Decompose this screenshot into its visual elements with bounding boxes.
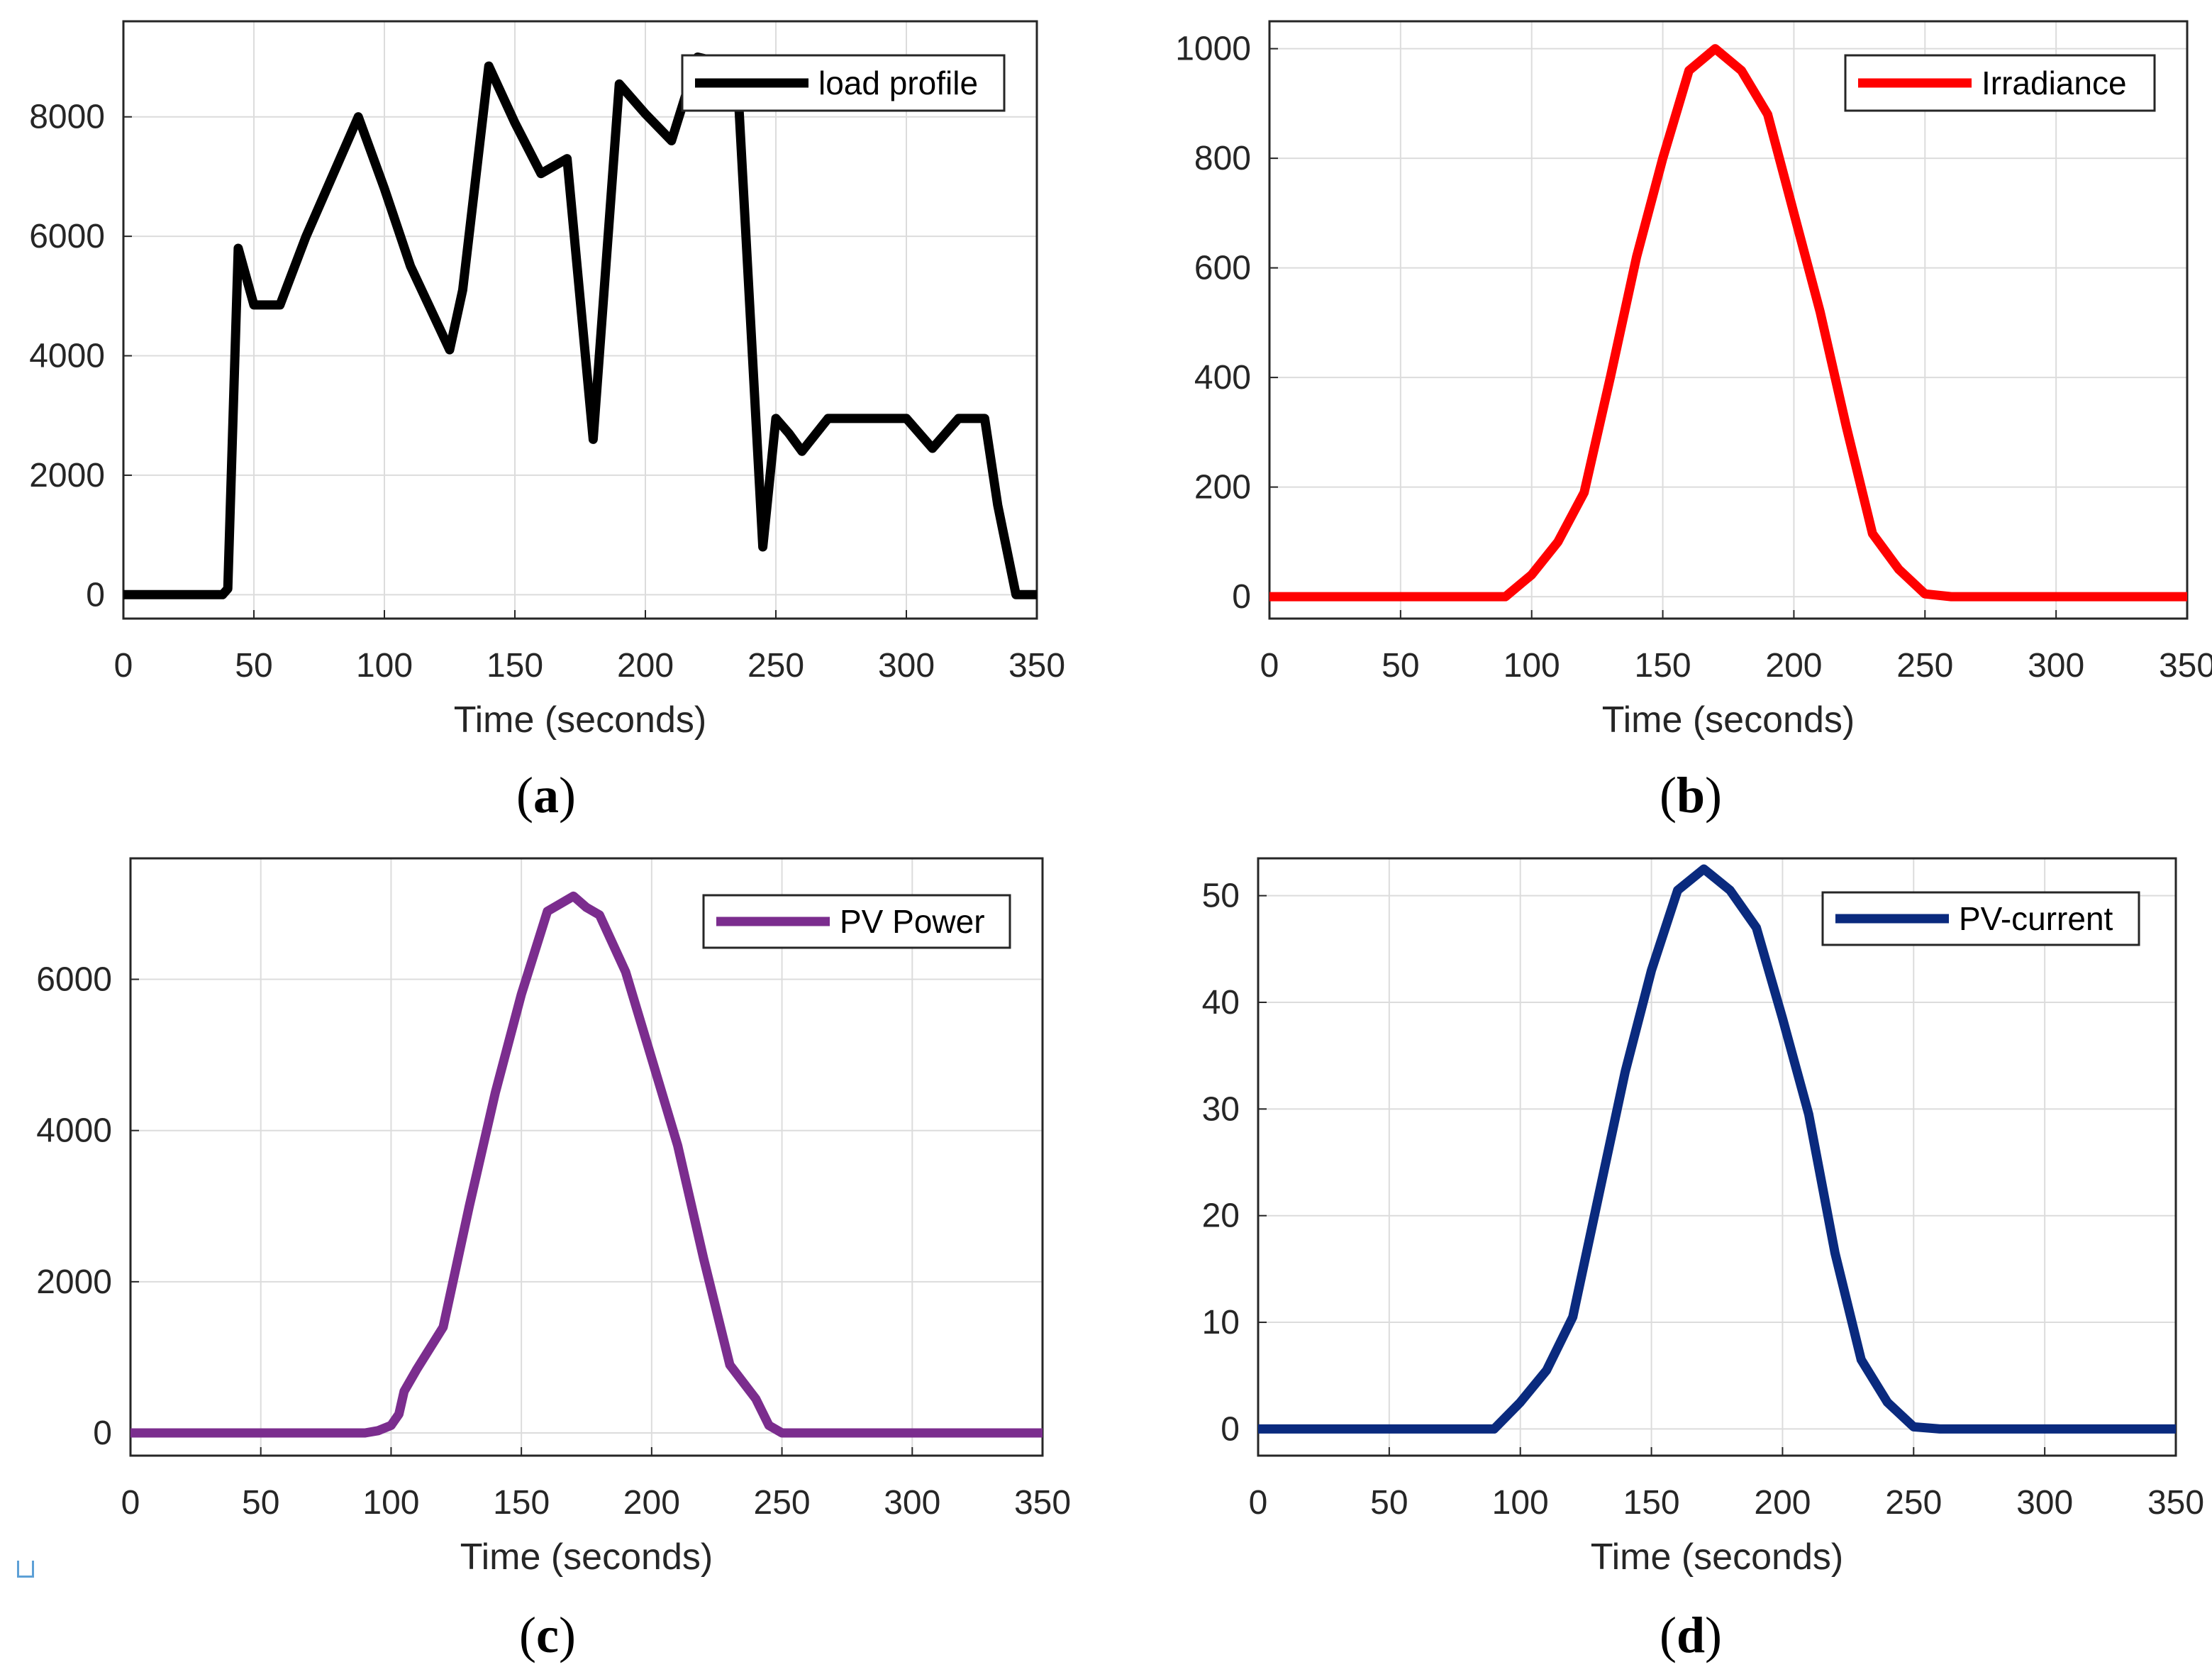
legend-label: Irradiance bbox=[1982, 65, 2127, 101]
series-line bbox=[130, 891, 1043, 1438]
chart-panel-c: 0 50 100 150 200 250 300 350 0 2000 4000 6000 Time (… bbox=[36, 857, 1071, 1578]
y-tick-label: 8000 bbox=[29, 99, 105, 136]
y-tick-label: 6000 bbox=[36, 961, 112, 999]
plot-area bbox=[1269, 21, 2187, 619]
panel-label-d: (d) bbox=[1660, 1607, 1723, 1663]
x-tick-label: 200 bbox=[1765, 647, 1822, 685]
y-tick-label: 400 bbox=[1194, 359, 1251, 397]
plot-area bbox=[130, 858, 1043, 1456]
x-tick-label: 200 bbox=[617, 647, 674, 685]
legend-box bbox=[702, 894, 1011, 949]
x-tick-label: 200 bbox=[623, 1484, 680, 1522]
y-tick-label: 10 bbox=[1202, 1304, 1240, 1341]
legend: PV Power bbox=[702, 894, 1011, 949]
y-tick-label: 50 bbox=[1202, 877, 1240, 915]
y-tick-label: 800 bbox=[1194, 140, 1251, 177]
x-tick-label: 350 bbox=[1014, 1484, 1071, 1522]
x-axis-label: Time (seconds) bbox=[1591, 1537, 1843, 1578]
y-tick-label: 0 bbox=[1221, 1410, 1240, 1448]
x-tick-label: 50 bbox=[242, 1484, 279, 1522]
panel-letter-b: b bbox=[1676, 767, 1706, 824]
panel-label-b: (b) bbox=[1660, 767, 1723, 824]
y-tick-label: 0 bbox=[93, 1414, 112, 1452]
chart-panel-a: 0 50 100 150 200 250 300 350 0 2000 4000 6000 8000 Ti… bbox=[29, 20, 1065, 741]
legend: Irradiance bbox=[1844, 54, 2156, 112]
y-tick-label: 30 bbox=[1202, 1090, 1240, 1128]
x-tick-label: 350 bbox=[2147, 1484, 2204, 1522]
x-tick-label: 300 bbox=[2016, 1484, 2073, 1522]
x-tick-label: 150 bbox=[1623, 1484, 1680, 1522]
y-tick-label: 2000 bbox=[29, 457, 105, 494]
y-tick-label: 1000 bbox=[1175, 31, 1251, 68]
legend: load profile bbox=[681, 54, 1006, 112]
panel-letter-c: c bbox=[535, 1607, 559, 1663]
y-tick-label: 4000 bbox=[36, 1112, 112, 1150]
x-tick-label: 0 bbox=[1260, 647, 1279, 685]
x-tick-label: 0 bbox=[114, 647, 133, 685]
series-line bbox=[123, 52, 1037, 599]
axes-frame bbox=[129, 857, 1044, 1457]
corner-artifact bbox=[17, 1561, 34, 1578]
legend-label: PV-current bbox=[1959, 900, 2113, 937]
y-tick-label: 4000 bbox=[29, 338, 105, 375]
x-tick-label: 100 bbox=[356, 647, 413, 685]
y-tick-label: 20 bbox=[1202, 1197, 1240, 1235]
x-tick-label: 150 bbox=[1635, 647, 1691, 685]
y-tick-label: 6000 bbox=[29, 218, 105, 255]
x-tick-label: 250 bbox=[1885, 1484, 1942, 1522]
legend-label: load profile bbox=[818, 65, 978, 101]
x-tick-label: 0 bbox=[121, 1484, 140, 1522]
axes-frame bbox=[122, 20, 1038, 620]
x-axis-label: Time (seconds) bbox=[454, 699, 706, 741]
x-tick-label: 0 bbox=[1249, 1484, 1268, 1522]
axes-frame bbox=[1257, 857, 2177, 1457]
y-tick-label: 600 bbox=[1194, 250, 1251, 287]
x-tick-label: 50 bbox=[235, 647, 272, 685]
panel-label-c: (c) bbox=[519, 1607, 576, 1663]
x-tick-label: 350 bbox=[1008, 647, 1065, 685]
x-tick-label: 100 bbox=[1492, 1484, 1549, 1522]
x-tick-label: 350 bbox=[2159, 647, 2212, 685]
panel-label-a: (a) bbox=[516, 767, 576, 824]
x-tick-label: 250 bbox=[747, 647, 804, 685]
panel-letter-d: d bbox=[1676, 1607, 1706, 1663]
x-tick-label: 250 bbox=[1896, 647, 1953, 685]
x-tick-label: 100 bbox=[1504, 647, 1560, 685]
x-tick-label: 100 bbox=[362, 1484, 419, 1522]
chart-panel-d: 0 50 100 150 200 250 300 350 0 10 20 30 40 50 Time (se… bbox=[1202, 857, 2204, 1578]
x-tick-label: 150 bbox=[493, 1484, 550, 1522]
panel-letter-a: a bbox=[533, 767, 559, 824]
y-tick-label: 40 bbox=[1202, 984, 1240, 1022]
x-tick-label: 300 bbox=[2028, 647, 2084, 685]
x-tick-label: 250 bbox=[754, 1484, 811, 1522]
legend-label: PV Power bbox=[840, 903, 985, 940]
x-tick-label: 200 bbox=[1754, 1484, 1811, 1522]
series-line bbox=[1269, 44, 2187, 602]
legend: PV-current bbox=[1821, 891, 2140, 946]
y-tick-label: 0 bbox=[1232, 578, 1251, 616]
x-tick-label: 50 bbox=[1370, 1484, 1408, 1522]
y-tick-label: 2000 bbox=[36, 1263, 112, 1301]
x-tick-label: 50 bbox=[1382, 647, 1419, 685]
y-tick-label: 0 bbox=[86, 576, 105, 614]
chart-panel-b: 0 50 100 150 200 250 300 350 0 200 400 600 800 1000 Ti… bbox=[1175, 20, 2212, 741]
x-tick-label: 150 bbox=[487, 647, 543, 685]
series-line bbox=[1258, 864, 2176, 1434]
axes-frame bbox=[1268, 20, 2189, 620]
x-axis-label: Time (seconds) bbox=[460, 1537, 713, 1578]
x-axis-label: Time (seconds) bbox=[1602, 699, 1855, 741]
plot-area bbox=[1258, 858, 2176, 1456]
y-tick-label: 200 bbox=[1194, 469, 1251, 506]
x-tick-label: 300 bbox=[878, 647, 935, 685]
x-tick-label: 300 bbox=[884, 1484, 940, 1522]
